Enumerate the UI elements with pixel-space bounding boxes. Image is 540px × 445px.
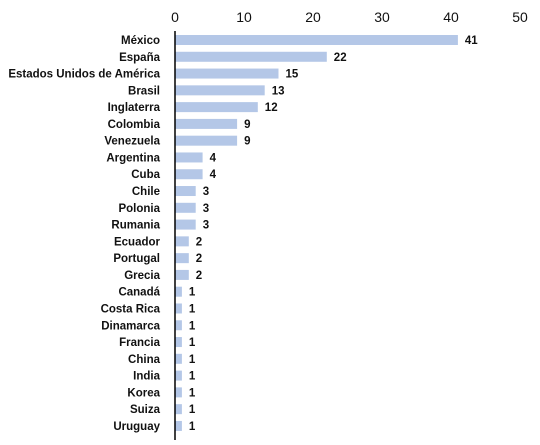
data-label: 9 bbox=[244, 136, 250, 148]
x-axis-ticks: 0 10 20 30 40 50 bbox=[171, 9, 528, 25]
bar bbox=[175, 186, 196, 197]
category-label: Costa Rica bbox=[101, 303, 161, 315]
category-label: Chile bbox=[132, 186, 160, 198]
data-label: 4 bbox=[210, 169, 217, 181]
category-label: Uruguay bbox=[113, 421, 160, 433]
category-label: Inglaterra bbox=[108, 102, 161, 114]
data-label: 1 bbox=[189, 387, 196, 399]
bar bbox=[175, 118, 238, 129]
category-label: Colombia bbox=[108, 119, 161, 131]
category-label: India bbox=[133, 371, 160, 383]
data-label: 2 bbox=[196, 236, 202, 248]
bar bbox=[175, 253, 189, 264]
bars bbox=[175, 35, 458, 431]
category-label: China bbox=[128, 354, 161, 366]
category-label: Ecuador bbox=[114, 236, 161, 248]
category-label: Argentina bbox=[106, 152, 160, 164]
category-label: México bbox=[121, 35, 160, 47]
bar bbox=[175, 286, 182, 297]
bar bbox=[175, 303, 182, 314]
category-label: Rumania bbox=[111, 220, 160, 232]
x-tick-label: 0 bbox=[171, 9, 179, 25]
x-tick-label: 10 bbox=[236, 9, 252, 25]
data-label: 1 bbox=[189, 371, 196, 383]
bar bbox=[175, 135, 238, 146]
bar bbox=[175, 35, 458, 45]
bar bbox=[175, 68, 279, 79]
data-label: 1 bbox=[189, 303, 196, 315]
bar bbox=[175, 387, 182, 398]
bar bbox=[175, 102, 258, 113]
category-label: Venezuela bbox=[104, 136, 160, 148]
bar bbox=[175, 370, 182, 381]
bar bbox=[175, 152, 203, 163]
x-tick-label: 30 bbox=[374, 9, 390, 25]
bar bbox=[175, 320, 182, 331]
bar bbox=[175, 269, 189, 280]
data-label: 3 bbox=[203, 220, 209, 232]
data-label: 3 bbox=[203, 186, 209, 198]
bar bbox=[175, 236, 189, 247]
bar bbox=[175, 169, 203, 180]
category-label: Grecia bbox=[124, 270, 160, 282]
data-label: 2 bbox=[196, 253, 202, 265]
category-label: España bbox=[119, 52, 161, 64]
data-label: 2 bbox=[196, 270, 202, 282]
data-label: 1 bbox=[189, 354, 196, 366]
bar bbox=[175, 404, 182, 415]
data-label: 1 bbox=[189, 404, 196, 416]
x-tick-label: 50 bbox=[512, 9, 528, 25]
category-label: Polonia bbox=[118, 203, 160, 215]
bar bbox=[175, 353, 182, 364]
category-label: Suiza bbox=[130, 404, 161, 416]
category-label: Francia bbox=[119, 337, 161, 349]
data-label: 9 bbox=[244, 119, 250, 131]
category-label: Canadá bbox=[118, 287, 160, 299]
bar bbox=[175, 51, 327, 62]
data-label: 13 bbox=[272, 85, 285, 97]
data-label: 3 bbox=[203, 203, 209, 215]
category-label: Brasil bbox=[128, 85, 160, 97]
category-label: Dinamarca bbox=[101, 320, 160, 332]
bar bbox=[175, 420, 182, 431]
category-label: Cuba bbox=[131, 169, 160, 181]
category-labels: México España Estados Unidos de América Bra… bbox=[8, 35, 160, 433]
x-tick-label: 20 bbox=[305, 9, 321, 25]
data-label: 1 bbox=[189, 320, 196, 332]
data-label: 4 bbox=[210, 152, 217, 164]
bar bbox=[175, 202, 196, 213]
data-label: 12 bbox=[265, 102, 278, 114]
x-tick-label: 40 bbox=[443, 9, 459, 25]
category-label: Korea bbox=[127, 387, 160, 399]
bar bbox=[175, 337, 182, 348]
data-label: 15 bbox=[286, 69, 299, 81]
category-label: Estados Unidos de América bbox=[8, 69, 160, 81]
data-label: 41 bbox=[465, 35, 478, 47]
data-label: 22 bbox=[334, 52, 347, 64]
data-label: 1 bbox=[189, 287, 196, 299]
data-label: 1 bbox=[189, 337, 196, 349]
bar bbox=[175, 85, 265, 96]
category-label: Portugal bbox=[113, 253, 160, 265]
data-label: 1 bbox=[189, 421, 196, 433]
bar bbox=[175, 219, 196, 230]
